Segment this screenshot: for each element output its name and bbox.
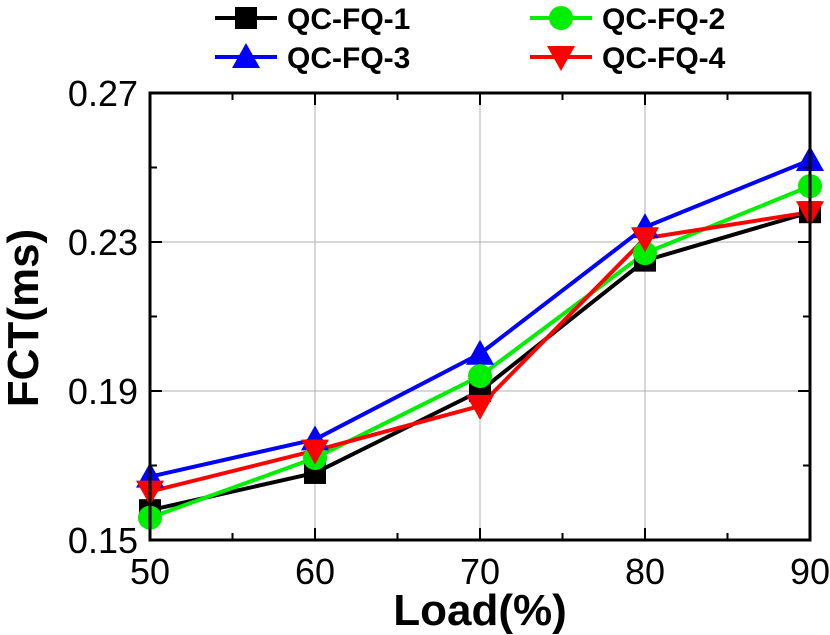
x-tick-label: 60 (295, 551, 335, 592)
data-point-qc-fq-4 (631, 227, 659, 253)
y-tick-label: 0.23 (68, 222, 138, 263)
data-point-qc-fq-4 (466, 394, 494, 420)
axis-ticks (149, 92, 811, 541)
legend-label-qc-fq-1: QC-FQ-1 (287, 3, 410, 36)
data-point-qc-fq-4 (301, 439, 329, 465)
legend-marker-qc-fq-1 (235, 7, 257, 29)
y-tick-label: 0.15 (68, 520, 138, 561)
data-point-qc-fq-2 (633, 241, 657, 266)
x-axis-tick-labels: 50 60 70 80 90 (130, 551, 830, 592)
x-axis-title: Load(%) (393, 586, 567, 635)
legend-marker-qc-fq-3 (232, 43, 260, 68)
y-axis-tick-labels: 0.15 0.19 0.23 0.27 (68, 73, 138, 561)
x-tick-label: 50 (130, 551, 170, 592)
x-tick-label: 90 (790, 551, 830, 592)
legend-marker-qc-fq-4 (547, 46, 575, 71)
y-tick-label: 0.19 (68, 371, 138, 412)
grid-lines (150, 93, 810, 540)
legend-label-qc-fq-3: QC-FQ-3 (287, 42, 410, 75)
legend: QC-FQ-1 QC-FQ-2 QC-FQ-3 QC-FQ-4 (215, 3, 726, 75)
legend-label-qc-fq-2: QC-FQ-2 (602, 3, 725, 36)
data-point-qc-fq-3 (466, 339, 494, 365)
y-axis-title: FCT(ms) (0, 229, 48, 407)
legend-label-qc-fq-4: QC-FQ-4 (602, 42, 726, 75)
x-tick-label: 70 (460, 551, 500, 592)
x-tick-label: 80 (625, 551, 665, 592)
data-point-qc-fq-2 (468, 364, 492, 389)
legend-marker-qc-fq-2 (549, 6, 573, 30)
y-tick-label: 0.27 (68, 73, 138, 114)
